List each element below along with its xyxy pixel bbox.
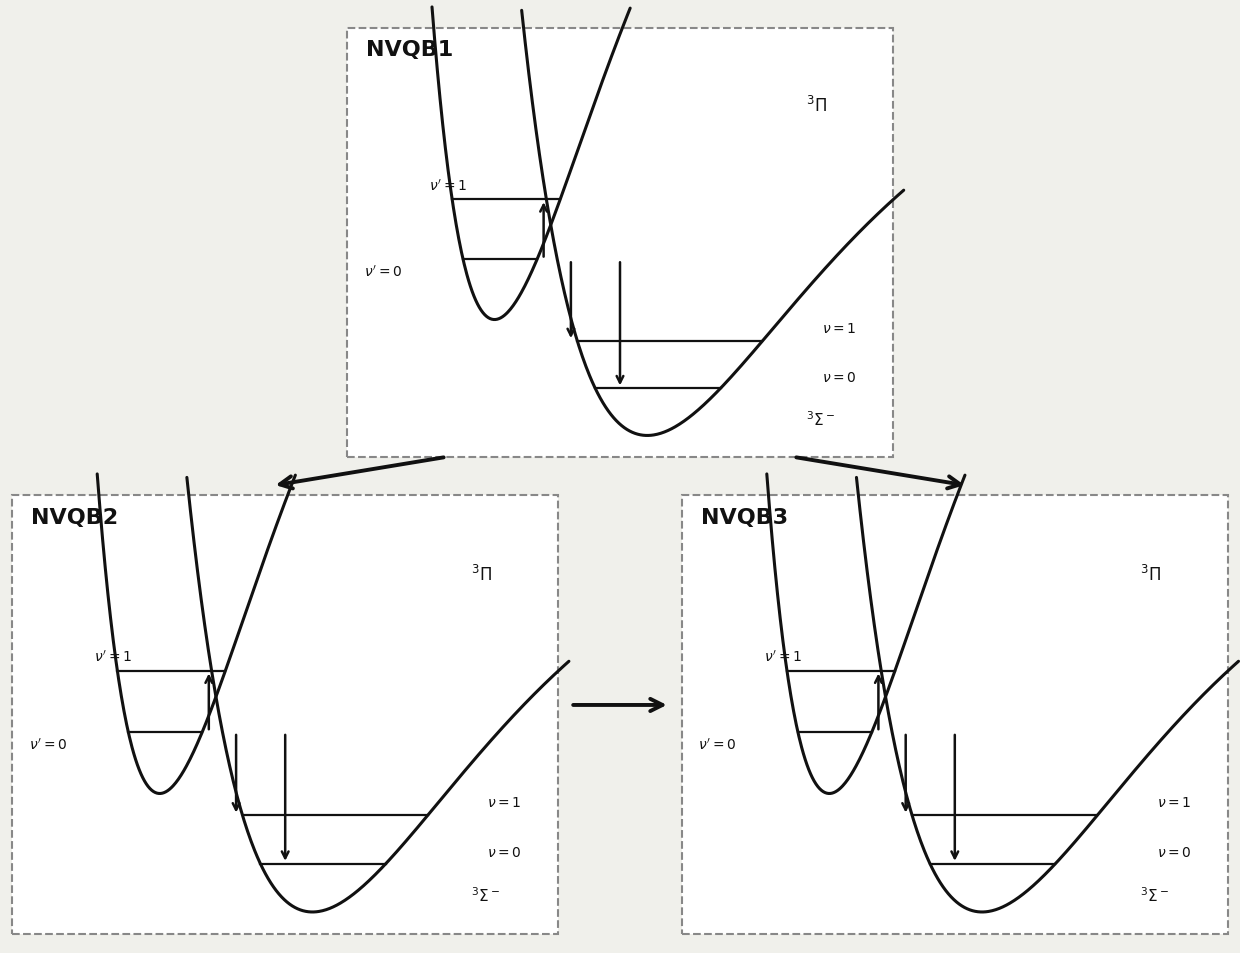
Text: $^3\Sigma^-$: $^3\Sigma^-$ <box>806 410 835 428</box>
Text: $\nu' = 0$: $\nu' = 0$ <box>698 737 737 752</box>
Text: $\nu' = 1$: $\nu' = 1$ <box>429 178 467 193</box>
Text: $^3\Pi$: $^3\Pi$ <box>471 564 491 584</box>
Text: $\nu = 1$: $\nu = 1$ <box>822 321 857 335</box>
Text: $\nu = 0$: $\nu = 0$ <box>487 845 522 860</box>
Text: $^3\Sigma^-$: $^3\Sigma^-$ <box>471 885 500 903</box>
Text: $\nu' = 0$: $\nu' = 0$ <box>363 264 402 279</box>
Text: NVQB3: NVQB3 <box>701 507 787 527</box>
Text: $\nu = 0$: $\nu = 0$ <box>1157 845 1192 860</box>
Text: NVQB1: NVQB1 <box>366 40 453 60</box>
Text: $\nu' = 1$: $\nu' = 1$ <box>94 649 133 664</box>
Text: $^3\Pi$: $^3\Pi$ <box>1141 564 1161 584</box>
Text: $\nu = 1$: $\nu = 1$ <box>1157 795 1192 809</box>
Text: $^3\Pi$: $^3\Pi$ <box>806 95 826 116</box>
FancyBboxPatch shape <box>347 29 893 457</box>
Text: NVQB2: NVQB2 <box>31 507 118 527</box>
FancyBboxPatch shape <box>682 496 1228 934</box>
FancyBboxPatch shape <box>12 496 558 934</box>
Text: $\nu = 0$: $\nu = 0$ <box>822 371 857 385</box>
Text: $\nu' = 1$: $\nu' = 1$ <box>764 649 802 664</box>
Text: $\nu' = 0$: $\nu' = 0$ <box>29 737 67 752</box>
Text: $\nu = 1$: $\nu = 1$ <box>487 795 522 809</box>
Text: $^3\Sigma^-$: $^3\Sigma^-$ <box>1141 885 1169 903</box>
